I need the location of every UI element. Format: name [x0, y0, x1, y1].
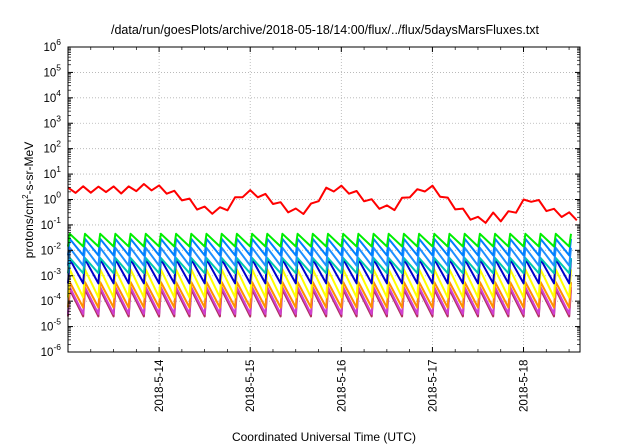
y-tick-label: 10-6	[41, 342, 62, 359]
series-line	[67, 286, 572, 315]
x-tick-label: 2018-5-18	[519, 360, 531, 412]
y-axis-label-superscript: 2	[21, 194, 30, 199]
series-line	[67, 281, 572, 309]
x-tick-label: 2018-5-16	[336, 360, 348, 412]
y-tick-label: 10-2	[41, 240, 62, 257]
y-axis-label: protons/cm2-s-sr-MeV	[21, 142, 36, 258]
y-tick-label: 106	[43, 37, 61, 54]
series-line	[67, 268, 572, 299]
y-tick-label: 102	[43, 139, 61, 156]
y-tick-label: 10-1	[41, 215, 62, 232]
series-line	[67, 183, 578, 224]
y-tick-label: 101	[43, 164, 61, 181]
y-axis: 10-6 10-5 10-4 10-3 10-2 10-1 100 101 102 103 104 1…	[41, 37, 580, 359]
chart-title: /data/run/goesPlots/archive/2018-05-18/1…	[111, 23, 540, 37]
x-tick-label: 2018-5-17	[427, 360, 439, 412]
y-tick-label: 10-3	[41, 266, 62, 283]
y-tick-label: 100	[43, 190, 61, 207]
x-axis-label: Coordinated Universal Time (UTC)	[232, 430, 416, 444]
series-line	[67, 258, 572, 285]
series-line	[67, 232, 572, 248]
series-line	[67, 237, 572, 257]
x-tick-label: 2018-5-14	[154, 359, 166, 412]
y-axis-label-part2: -s-sr-MeV	[22, 142, 36, 195]
y-tick-label: 104	[43, 88, 61, 105]
series-lines	[67, 183, 578, 318]
y-tick-label: 105	[43, 62, 61, 79]
x-axis: 2018-5-14 2018-5-15 2018-5-16 2018-5-17 2018…	[90, 47, 570, 412]
series-line	[67, 246, 572, 267]
y-tick-label: 10-5	[41, 317, 62, 334]
series-line	[67, 257, 572, 275]
y-tick-label: 10-4	[41, 291, 62, 308]
series-line	[67, 288, 572, 318]
y-axis-label-part1: protons/cm	[22, 199, 36, 258]
x-tick-label: 2018-5-15	[245, 360, 257, 412]
y-tick-label: 103	[43, 113, 61, 130]
